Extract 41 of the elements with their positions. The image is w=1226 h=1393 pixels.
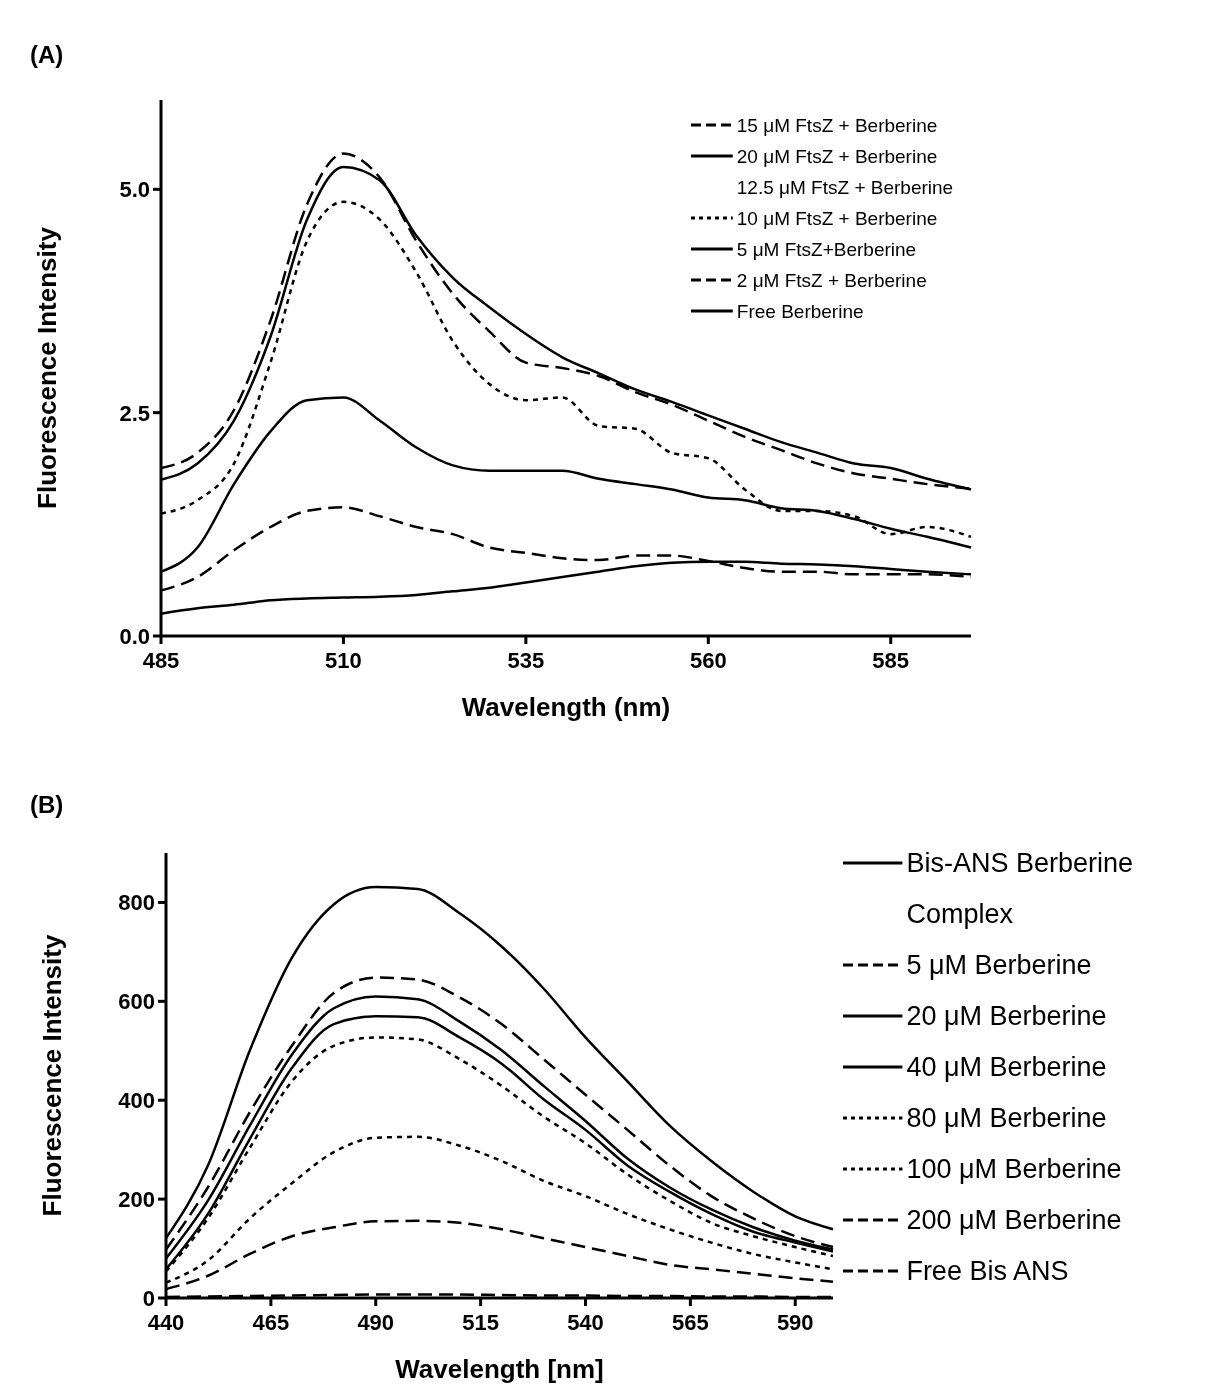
x-axis-title: Wavelength (nm) — [461, 692, 671, 722]
y-tick-label: 400 — [118, 1088, 155, 1114]
x-tick-label: 465 — [252, 1310, 290, 1335]
legend-label: 5 μM Berberine — [906, 950, 1092, 981]
chart-title: (B) — [30, 791, 64, 818]
y-tick-label: 0.0 — [119, 624, 150, 649]
y-tick-label: 600 — [118, 989, 155, 1015]
legend-label: 12.5 μM FtsZ + Berberine — [736, 176, 954, 198]
legend-label: 20 μM FtsZ + Berberine — [736, 145, 938, 167]
legend-label: Bis-ANS Berberine Complex — [906, 848, 1133, 930]
chart-title: (A) — [30, 41, 64, 68]
legend-label: Free Berberine — [736, 300, 864, 322]
legend-label: Free Bis ANS — [906, 1256, 1069, 1287]
legend-label: 10 μM FtsZ + Berberine — [736, 207, 938, 229]
x-tick-label: 540 — [567, 1310, 604, 1335]
legend-label: 200 μM Berberine — [906, 1205, 1122, 1236]
x-tick-label: 565 — [672, 1310, 709, 1335]
y-tick-label: 800 — [118, 890, 155, 916]
x-tick-label: 490 — [357, 1310, 395, 1335]
x-tick-label: 590 — [776, 1310, 814, 1335]
legend-label: 2 μM FtsZ + Berberine — [736, 269, 927, 291]
x-tick-label: 510 — [325, 648, 362, 673]
x-tick-label: 485 — [142, 648, 180, 673]
legend-label: 20 μM Berberine — [906, 1001, 1107, 1032]
legend-label: 15 μM FtsZ + Berberine — [736, 114, 938, 136]
x-tick-label: 440 — [147, 1310, 185, 1335]
y-tick-label: 5.0 — [119, 177, 150, 203]
y-axis-title: Fluorescence Intensity — [32, 226, 62, 509]
y-tick-label: 200 — [118, 1187, 155, 1213]
x-tick-label: 585 — [872, 648, 910, 673]
y-tick-label: 2.5 — [119, 400, 150, 426]
y-axis-title: Fluorescence Intensity — [37, 934, 67, 1217]
legend-label: 5 μM FtsZ+Berberine — [736, 238, 917, 260]
legend-label: 80 μM Berberine — [906, 1103, 1107, 1134]
legend-label: 100 μM Berberine — [906, 1154, 1122, 1185]
x-tick-label: 560 — [689, 648, 727, 673]
x-tick-label: 535 — [507, 648, 545, 673]
x-axis-title: Wavelength [nm] — [395, 1354, 604, 1384]
legend-label: 40 μM Berberine — [906, 1052, 1107, 1083]
y-tick-label: 0 — [142, 1286, 155, 1311]
x-tick-label: 515 — [462, 1310, 499, 1335]
